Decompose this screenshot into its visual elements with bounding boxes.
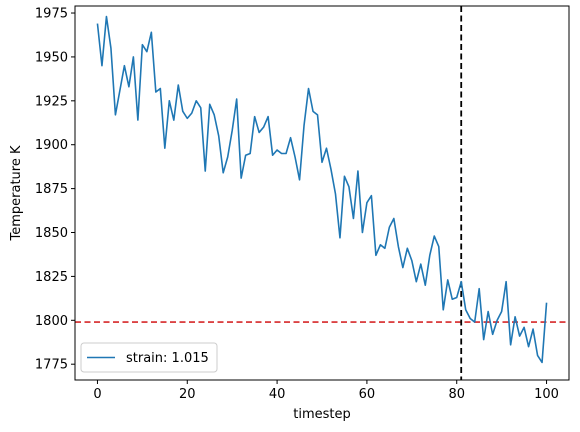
- y-tick-label: 1900: [35, 138, 68, 153]
- y-axis-ticks: 1775 1800 1825 1850 1875 1900 1925 1950 1975: [35, 7, 75, 373]
- plot-frame: [74, 5, 570, 381]
- y-tick-label: 1825: [35, 270, 68, 285]
- legend-box: [80, 342, 218, 373]
- y-tick-label: 1775: [35, 358, 68, 373]
- x-axis-label: timestep: [293, 407, 351, 422]
- x-tick-label: 60: [359, 387, 376, 402]
- series-layer: [96, 15, 548, 364]
- y-axis-label: Temperature K: [9, 145, 24, 241]
- x-axis-ticks: 0 20 40 60 80 100: [93, 380, 559, 402]
- x-tick-label: 40: [269, 387, 286, 402]
- legend-label: strain: 1.015: [126, 351, 209, 366]
- y-tick-label: 1850: [35, 226, 68, 241]
- y-tick-label: 1975: [35, 7, 68, 22]
- y-tick-label: 1925: [35, 94, 68, 109]
- y-tick-label: 1950: [35, 50, 68, 65]
- series-line: [96, 15, 548, 364]
- y-tick-label: 1800: [35, 314, 68, 329]
- x-tick-label: 80: [448, 387, 465, 402]
- y-tick-label: 1875: [35, 182, 68, 197]
- x-tick-label: 20: [179, 387, 196, 402]
- x-tick-label: 100: [534, 387, 559, 402]
- x-tick-label: 0: [93, 387, 101, 402]
- legend: strain: 1.015: [80, 342, 218, 373]
